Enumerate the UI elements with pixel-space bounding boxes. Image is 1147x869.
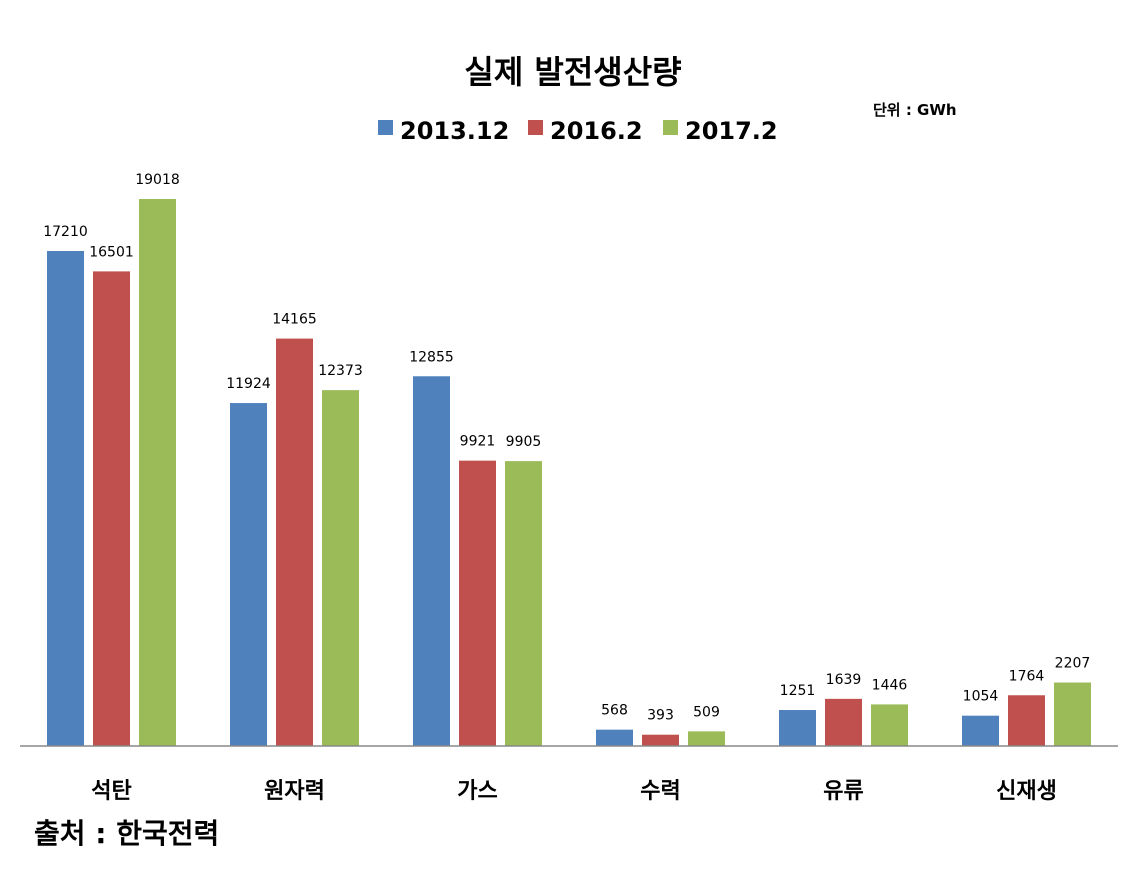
bar-6-series-1 (962, 715, 999, 746)
source-note: 출처 : 한국전력 (34, 817, 220, 850)
data-label: 9921 (460, 434, 496, 450)
category-label: 석탄 (91, 779, 131, 804)
data-label: 1764 (1009, 668, 1045, 684)
category-label: 수력 (640, 779, 680, 804)
bar-4-series-2 (642, 734, 679, 746)
data-label: 9905 (506, 434, 542, 450)
legend: 2013.12 2016.2 2017.2 (378, 117, 778, 145)
category-label: 가스 (457, 779, 497, 804)
bar-5-series-2 (825, 698, 862, 746)
bar-2-series-2 (276, 338, 313, 746)
data-label: 568 (601, 703, 628, 719)
unit-note: 단위 : GWh (873, 101, 957, 119)
data-label: 1446 (872, 677, 908, 693)
legend-swatch (528, 120, 543, 135)
data-label: 19018 (135, 172, 180, 188)
data-label: 12855 (409, 349, 454, 365)
data-label: 17210 (43, 224, 88, 240)
bar-5-series-1 (779, 710, 816, 746)
data-label: 393 (647, 708, 674, 724)
legend-swatch (378, 120, 393, 135)
bars (47, 199, 1091, 746)
data-label: 1639 (826, 672, 862, 688)
bar-3-series-1 (413, 376, 450, 746)
category-label: 신재생 (996, 779, 1057, 804)
category-label: 원자력 (264, 779, 325, 804)
data-label: 1251 (780, 683, 816, 699)
data-label: 12373 (318, 363, 363, 379)
bar-4-series-1 (596, 729, 633, 746)
legend-label: 2017.2 (685, 117, 778, 145)
data-label: 1054 (963, 689, 999, 705)
bar-6-series-2 (1008, 695, 1045, 746)
data-label: 2207 (1055, 656, 1091, 672)
legend-swatch (663, 120, 678, 135)
data-label: 14165 (272, 312, 317, 328)
bar-2-series-1 (230, 403, 267, 746)
bar-4-series-3 (688, 731, 725, 746)
bar-1-series-2 (93, 271, 130, 746)
bar-2-series-3 (322, 390, 359, 746)
legend-label: 2013.12 (400, 117, 509, 145)
category-labels: 석탄 원자력 가스 수력 유류 신재생 (91, 779, 1057, 804)
data-label: 509 (693, 704, 720, 720)
bar-6-series-3 (1054, 682, 1091, 746)
bar-1-series-3 (139, 199, 176, 746)
bar-3-series-3 (505, 461, 542, 746)
data-label: 11924 (226, 376, 271, 392)
legend-label: 2016.2 (550, 117, 643, 145)
bar-3-series-2 (459, 460, 496, 746)
bar-5-series-3 (871, 704, 908, 746)
data-label: 16501 (89, 244, 134, 260)
chart-title: 실제 발전생산량 (464, 53, 681, 91)
bar-1-series-1 (47, 251, 84, 746)
category-label: 유류 (823, 779, 863, 804)
